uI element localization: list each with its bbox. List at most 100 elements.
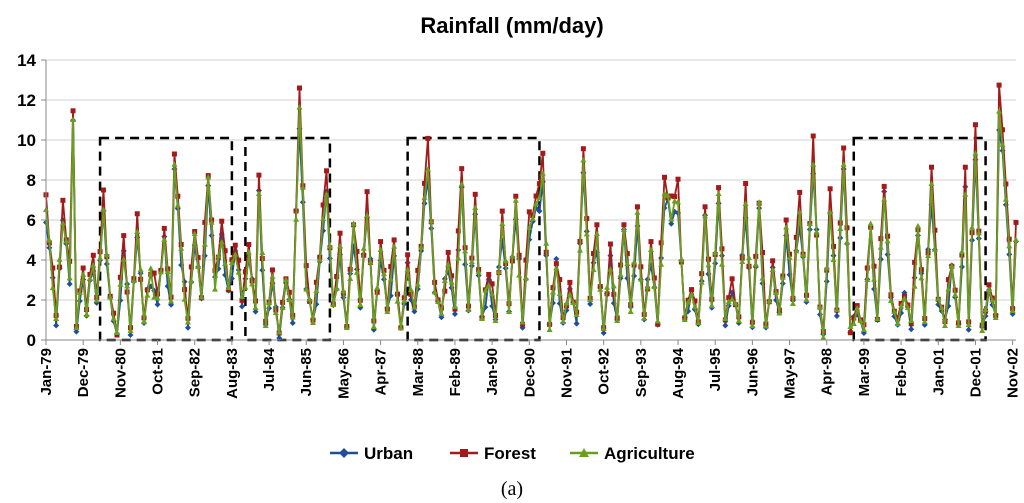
data-point (661, 190, 668, 196)
data-point (324, 168, 330, 174)
data-point (904, 304, 911, 310)
data-point (563, 300, 570, 306)
data-point (779, 274, 786, 280)
data-point (871, 276, 878, 282)
data-point (1013, 236, 1019, 242)
data-point (718, 261, 725, 267)
data-point (766, 297, 773, 304)
y-tick-label: 8 (27, 171, 36, 190)
data-point (972, 122, 978, 128)
legend-item-forest: Forest (450, 444, 536, 463)
data-point (212, 267, 218, 273)
data-point (431, 288, 438, 295)
data-point (151, 294, 158, 300)
data-point (938, 304, 945, 310)
data-point (391, 243, 398, 249)
data-point (117, 274, 123, 280)
data-point (296, 104, 303, 110)
data-point (672, 194, 678, 200)
data-point (377, 246, 384, 252)
legend-label: Agriculture (604, 444, 695, 463)
data-point (921, 318, 928, 324)
data-point (516, 252, 522, 258)
series-agriculture (43, 104, 1019, 340)
data-point (989, 297, 996, 303)
data-point (486, 271, 492, 277)
data-point (536, 208, 543, 215)
data-point (70, 116, 77, 122)
data-point (651, 283, 658, 289)
data-point (726, 295, 732, 301)
data-point (53, 322, 60, 329)
data-point (1009, 307, 1016, 313)
x-tick-label: Sep-93 (633, 348, 650, 397)
data-point (391, 237, 397, 243)
data-point (239, 303, 246, 310)
data-point (1013, 219, 1019, 225)
data-point (708, 302, 715, 308)
highlight-box (406, 136, 541, 342)
data-point (627, 308, 634, 314)
data-point (276, 329, 283, 335)
highlight-box (98, 136, 234, 342)
data-point (87, 271, 93, 277)
data-point (607, 266, 614, 272)
data-point (171, 161, 178, 167)
x-tick-label: Apr-98 (819, 348, 836, 396)
data-point (590, 266, 597, 272)
data-point (262, 322, 269, 328)
data-point (891, 308, 898, 314)
data-point (797, 189, 803, 195)
data-point (174, 202, 181, 208)
data-point (560, 318, 567, 324)
data-point (66, 281, 73, 287)
x-tick-label: Nov-80 (112, 348, 129, 398)
data-point (80, 271, 87, 277)
data-point (827, 186, 833, 192)
x-tick-label: May-86 (335, 348, 352, 399)
data-point (60, 197, 66, 203)
data-point (46, 237, 53, 243)
data-point (516, 272, 523, 278)
data-point (323, 191, 330, 197)
data-point (681, 316, 688, 322)
data-point (235, 269, 242, 275)
data-point (181, 296, 188, 302)
data-point (942, 322, 949, 328)
data-point (353, 269, 360, 275)
data-point (614, 317, 621, 323)
data-point (773, 289, 780, 295)
data-point (735, 317, 742, 323)
data-point (577, 247, 584, 253)
data-point (742, 200, 749, 206)
data-point (502, 257, 509, 263)
data-point (975, 229, 982, 236)
data-point (620, 226, 627, 232)
data-point (404, 266, 411, 272)
data-point (256, 172, 262, 178)
data-point (803, 296, 810, 302)
data-point (59, 220, 66, 226)
data-point (492, 317, 499, 323)
data-point (320, 215, 327, 221)
data-point (228, 259, 235, 265)
data-point (664, 192, 671, 198)
data-point (66, 274, 73, 281)
x-tick-label: Dec-79 (75, 348, 92, 397)
x-tick-label: Dec-90 (521, 348, 538, 397)
data-point (962, 164, 968, 170)
data-point (299, 184, 306, 190)
data-point (641, 315, 648, 321)
data-point (438, 310, 445, 316)
data-point (222, 248, 228, 254)
data-point (637, 276, 644, 282)
data-point (725, 298, 732, 304)
data-point (513, 193, 519, 199)
data-point (468, 258, 475, 264)
y-tick-label: 4 (27, 251, 37, 270)
data-point (286, 289, 292, 295)
data-point (293, 216, 300, 222)
data-point (320, 202, 326, 208)
data-point (289, 320, 296, 326)
data-point (722, 322, 729, 329)
